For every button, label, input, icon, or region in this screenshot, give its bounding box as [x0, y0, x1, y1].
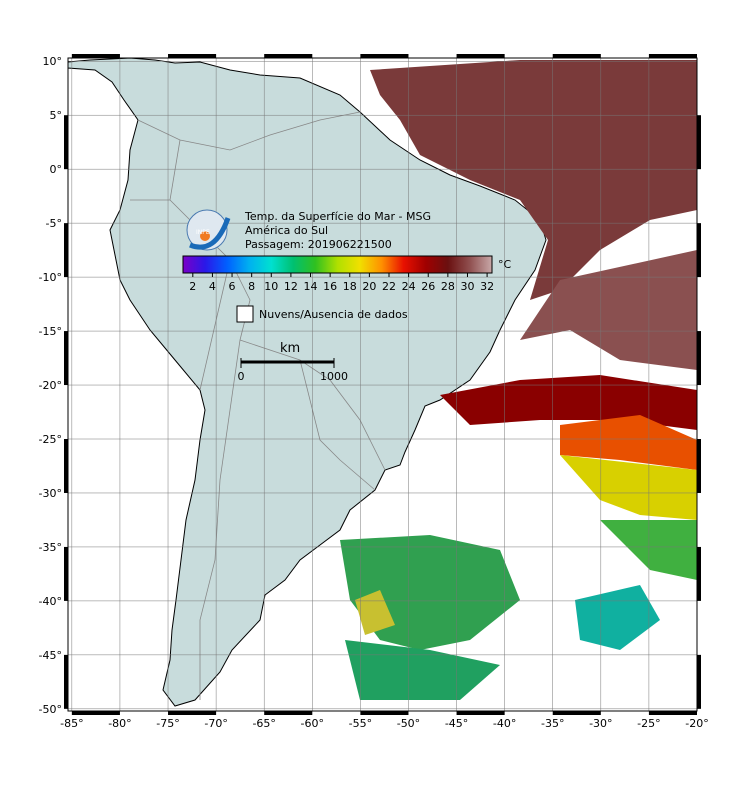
- lat-tick-label: 10°: [43, 55, 63, 68]
- lon-tick-label: -50°: [397, 717, 420, 730]
- lat-tick-label: -10°: [39, 271, 62, 284]
- colorbar-tick-label: 14: [304, 280, 318, 293]
- frame-segment: [552, 54, 601, 58]
- colorbar-tick-label: 10: [264, 280, 278, 293]
- colorbar-tick-label: 8: [248, 280, 255, 293]
- frame-segment: [64, 331, 68, 386]
- lon-tick-label: -85°: [60, 717, 83, 730]
- frame-segment: [456, 711, 505, 715]
- frame-segment: [697, 654, 701, 709]
- lon-tick-label: -40°: [493, 717, 516, 730]
- lat-tick-label: -5°: [46, 217, 62, 230]
- grid: [68, 58, 698, 711]
- lon-tick-label: -20°: [685, 717, 708, 730]
- colorbar-tick-label: 2: [189, 280, 196, 293]
- lon-tick-label: -80°: [108, 717, 131, 730]
- frame-segment: [71, 711, 120, 715]
- colorbar: [182, 255, 493, 274]
- lat-tick-label: -25°: [39, 433, 62, 446]
- frame-segment: [697, 439, 701, 493]
- lon-tick-label: -55°: [349, 717, 372, 730]
- colorbar-tick-label: 12: [284, 280, 298, 293]
- colorbar-tick-label: 18: [343, 280, 357, 293]
- lat-tick-label: -45°: [39, 649, 62, 662]
- frame-segment: [360, 54, 409, 58]
- sst-patch: [560, 455, 697, 520]
- frame-segment: [71, 54, 120, 58]
- frame-segment: [64, 546, 68, 601]
- frame-segment: [264, 711, 313, 715]
- colorbar-tick-label: 28: [441, 280, 455, 293]
- sst-patch: [355, 590, 395, 635]
- sst-patch: [370, 60, 697, 300]
- frame-segment: [168, 711, 217, 715]
- logo-text: INPE: [196, 229, 210, 236]
- frame-segment: [264, 54, 313, 58]
- colorbar-tick-label: 22: [382, 280, 396, 293]
- frame-segment: [552, 711, 601, 715]
- lat-tick-label: -35°: [39, 541, 62, 554]
- frame-segment: [64, 115, 68, 170]
- sst-patch: [560, 415, 697, 470]
- frame-segment: [168, 54, 217, 58]
- colorbar-tick-label: 6: [229, 280, 236, 293]
- lon-tick-label: -25°: [637, 717, 660, 730]
- colorbar-tick-label: 32: [480, 280, 494, 293]
- lat-tick-label: -50°: [39, 703, 62, 716]
- title-line: Passagem: 201906221500: [245, 238, 392, 251]
- sst-patch: [520, 250, 697, 370]
- frame-segment: [697, 115, 701, 170]
- lon-tick-label: -35°: [541, 717, 564, 730]
- lon-tick-label: -60°: [301, 717, 324, 730]
- lat-tick-label: 5°: [50, 109, 63, 122]
- frame-segment: [697, 546, 701, 601]
- frame-segment: [697, 331, 701, 386]
- frame-segment: [697, 223, 701, 278]
- frame-segment: [456, 54, 505, 58]
- logo-arrow: [189, 217, 231, 250]
- frame-segment: [360, 711, 409, 715]
- title-line: América do Sul: [245, 224, 328, 237]
- frame-segment: [648, 54, 697, 58]
- south-america: [67, 57, 547, 707]
- sst-patch: [600, 520, 697, 580]
- lat-tick-label: -15°: [39, 325, 62, 338]
- frame-segment: [64, 439, 68, 493]
- lon-tick-label: -75°: [156, 717, 179, 730]
- colorbar-tick-label: 30: [460, 280, 474, 293]
- lat-tick-label: -30°: [39, 487, 62, 500]
- colorbar-tick-label: 20: [362, 280, 376, 293]
- lon-tick-label: -30°: [589, 717, 612, 730]
- scale-tick-label: 1000: [320, 370, 348, 383]
- lat-tick-label: -40°: [39, 595, 62, 608]
- frame: -85° -80° -75° -70° -65° -60° -55° -50° -45° -40°…: [39, 54, 709, 730]
- colorbar-tick-label: 26: [421, 280, 435, 293]
- title-line: Temp. da Superfície do Mar - MSG: [244, 210, 431, 223]
- legend-swatch: [236, 305, 254, 323]
- sst-patch: [440, 375, 697, 430]
- colorbar-tick-label: 24: [402, 280, 416, 293]
- colorbar-tick-label: 16: [323, 280, 337, 293]
- lat-tick-label: 0°: [50, 163, 63, 176]
- legend-label: Nuvens/Ausencia de dados: [259, 308, 408, 321]
- scale-unit: km: [280, 341, 300, 356]
- land: [67, 57, 547, 707]
- frame-segment: [64, 223, 68, 278]
- lat-tick-label: -20°: [39, 379, 62, 392]
- logo-dot: [200, 231, 210, 241]
- sst-patch: [575, 585, 660, 650]
- colorbar-tick-label: 4: [209, 280, 216, 293]
- lon-tick-label: -70°: [204, 717, 227, 730]
- frame-segment: [64, 654, 68, 709]
- lon-tick-label: -65°: [252, 717, 275, 730]
- borders: [130, 111, 386, 700]
- lon-tick-label: -45°: [445, 717, 468, 730]
- frame-segment: [648, 711, 697, 715]
- scale-tick-label: 0: [238, 370, 245, 383]
- overlay: INPE Temp. da Superfície do Mar - MSG Am…: [182, 209, 512, 383]
- colorbar-unit: °C: [498, 258, 512, 271]
- sst-data: [340, 60, 697, 700]
